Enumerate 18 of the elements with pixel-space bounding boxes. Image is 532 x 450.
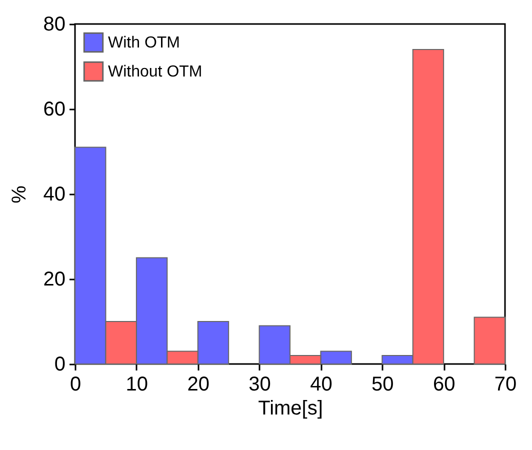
y-tick-label: 40: [43, 184, 66, 206]
legend-label: With OTM: [108, 34, 180, 52]
x-tick-label: 10: [126, 374, 148, 396]
x-axis-title: Time[s]: [258, 398, 323, 420]
x-tick-label: 30: [248, 374, 271, 396]
legend-label: Without OTM: [108, 64, 202, 80]
x-tick-label: 0: [70, 374, 82, 396]
y-tick-label: 0: [54, 354, 66, 376]
x-tick-label: 60: [432, 374, 456, 396]
y-axis-title: %: [8, 185, 30, 204]
bar: [474, 316, 506, 364]
x-tick-label: 40: [310, 374, 332, 396]
x-tick-label: 50: [372, 374, 394, 396]
y-tick-label: 60: [43, 98, 66, 120]
y-tick-label: 20: [43, 268, 66, 290]
y-tick-label: 80: [43, 14, 66, 36]
x-tick-label: 20: [187, 374, 210, 396]
x-tick-label: 70: [494, 374, 517, 396]
